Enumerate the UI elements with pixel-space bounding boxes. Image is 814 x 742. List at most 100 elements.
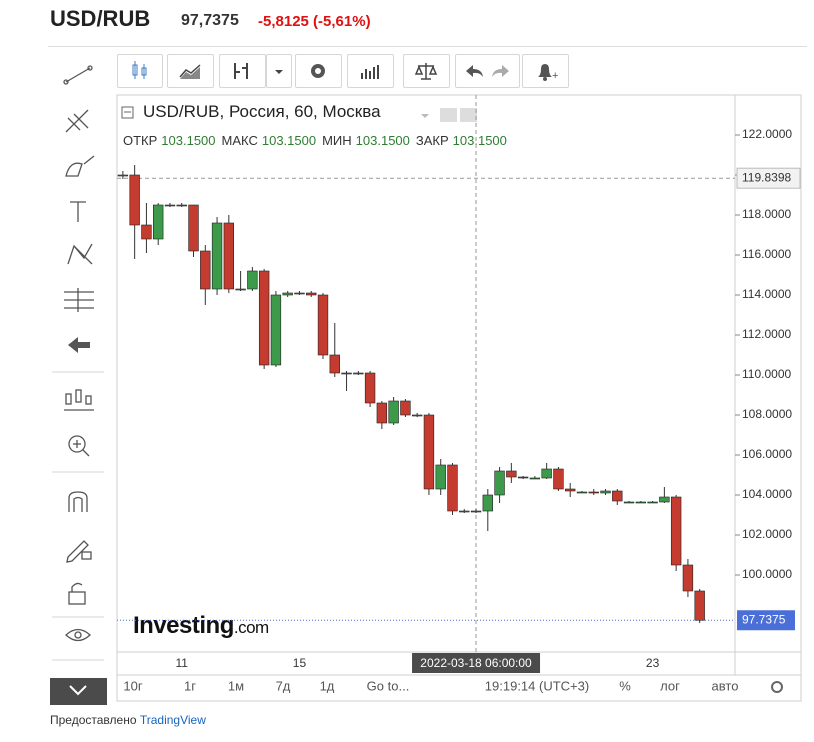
dropdown-button[interactable] xyxy=(266,54,292,88)
footer-link[interactable]: TradingView xyxy=(139,713,206,727)
settings-button[interactable] xyxy=(295,54,342,88)
y-tick-label: 102.0000 xyxy=(742,527,792,541)
collapse-icon[interactable] xyxy=(121,106,134,119)
footer-text: Предоставлено xyxy=(50,713,137,727)
candle-body xyxy=(600,490,611,494)
candle-body xyxy=(282,292,293,296)
ohlc-label: МИН xyxy=(322,133,352,148)
x-tick-label: 15 xyxy=(293,656,307,670)
drawing-toolbar xyxy=(50,65,107,705)
candle-body xyxy=(682,564,694,592)
candle-body xyxy=(211,222,223,290)
candle-body xyxy=(235,288,246,291)
candle-body xyxy=(329,354,340,374)
candle-body xyxy=(141,224,152,240)
candle-body xyxy=(188,204,199,252)
ohlc-label: МАКС xyxy=(222,133,258,148)
toolbar-button[interactable]: Go to... xyxy=(367,678,410,693)
candle-body xyxy=(517,476,529,479)
watermark-suffix: .com xyxy=(234,618,269,637)
ohlc-legend: ОТКР 103.1500 МАКС 103.1500 МИН 103.1500 ЗАКР 1… xyxy=(123,133,507,148)
x-tick-label: 11 xyxy=(176,656,189,670)
widget-frame xyxy=(48,46,807,706)
candle-body xyxy=(306,292,317,296)
candle-body xyxy=(200,250,211,290)
title-dropdown[interactable] xyxy=(421,114,429,118)
candle-body xyxy=(164,204,176,207)
last-price-label: 97.7375 xyxy=(742,612,786,626)
toolbar-button[interactable]: 19:19:14 (UTC+3) xyxy=(485,678,589,693)
toolbar-button[interactable]: 1д xyxy=(320,678,335,693)
candle-body xyxy=(400,400,411,416)
candle-body xyxy=(529,477,541,480)
y-tick-label: 112.0000 xyxy=(742,327,791,341)
y-tick-label: 118.0000 xyxy=(742,207,791,221)
ohlc-value: 103.1500 xyxy=(356,133,410,148)
candle-body xyxy=(459,510,470,513)
candle-body xyxy=(553,468,564,490)
candle-body xyxy=(447,464,458,512)
candle-body xyxy=(565,488,576,492)
candle-body xyxy=(470,510,482,513)
crosshair-price-label: 119.8398 xyxy=(742,170,791,184)
candle-body xyxy=(694,590,705,621)
crosshair-time-label: 2022-03-18 06:00:00 xyxy=(420,656,532,670)
footer: Предоставлено TradingView xyxy=(50,713,206,727)
candle-body xyxy=(423,414,435,490)
candle-body xyxy=(635,501,647,504)
watermark-brand: Investing xyxy=(133,612,234,639)
y-tick-label: 108.0000 xyxy=(742,407,792,421)
undo-redo[interactable] xyxy=(455,54,520,88)
candle-body xyxy=(670,496,682,566)
y-tick-label: 104.0000 xyxy=(742,487,792,501)
indicators-button[interactable] xyxy=(167,54,214,88)
toolbar-button[interactable]: 10г xyxy=(123,678,142,693)
ohlc-label: ОТКР xyxy=(123,133,157,148)
candle-body xyxy=(588,491,599,494)
symbol: USD/RUB xyxy=(50,6,151,31)
toolbar-button[interactable]: % xyxy=(619,678,631,693)
candle-body xyxy=(258,270,270,366)
alert-button[interactable]: + xyxy=(522,54,569,88)
price: 97,7375 xyxy=(181,12,239,29)
candle-body xyxy=(482,494,493,512)
candle-body xyxy=(612,490,623,502)
candle-body xyxy=(294,292,305,295)
candle-body xyxy=(541,468,552,479)
candle-body xyxy=(353,372,364,375)
x-tick-label: 23 xyxy=(646,656,660,670)
toolbar-button[interactable]: 1г xyxy=(184,678,196,693)
ohlc-value: 103.1500 xyxy=(453,133,507,148)
y-tick-label: 100.0000 xyxy=(742,567,792,581)
compare-button[interactable] xyxy=(219,54,266,88)
candle-body xyxy=(411,414,423,417)
toolbar-button[interactable]: 7д xyxy=(276,678,291,693)
candle-body xyxy=(270,294,282,366)
candle-body xyxy=(623,501,635,504)
toolbar-button[interactable]: лог xyxy=(660,678,680,693)
candle-body xyxy=(506,470,517,478)
watermark: Investing.com xyxy=(133,612,269,639)
toolbar-button[interactable]: 1м xyxy=(228,678,244,693)
ohlc-value: 103.1500 xyxy=(262,133,316,148)
candles-button[interactable] xyxy=(117,54,163,88)
candle-body xyxy=(317,294,329,356)
candle-body xyxy=(435,464,446,490)
chart-type-button[interactable] xyxy=(347,54,394,88)
candle-body xyxy=(376,402,388,424)
crosshair-price-box xyxy=(736,167,801,189)
candle-body xyxy=(494,470,505,496)
chart-title: USD/RUB, Россия, 60, Москва xyxy=(143,102,381,121)
eye-icon[interactable] xyxy=(440,108,457,122)
candle-body xyxy=(647,501,658,504)
candle-body xyxy=(117,174,129,177)
scale-button[interactable] xyxy=(403,54,450,88)
toolbar-button[interactable]: авто xyxy=(712,678,739,693)
y-tick-label: 116.0000 xyxy=(742,247,791,261)
candle-body xyxy=(388,400,399,424)
gear-icon[interactable] xyxy=(460,108,477,122)
candle-body xyxy=(176,204,187,207)
ohlc-value: 103.1500 xyxy=(161,133,215,148)
settings-icon[interactable] xyxy=(771,681,783,693)
